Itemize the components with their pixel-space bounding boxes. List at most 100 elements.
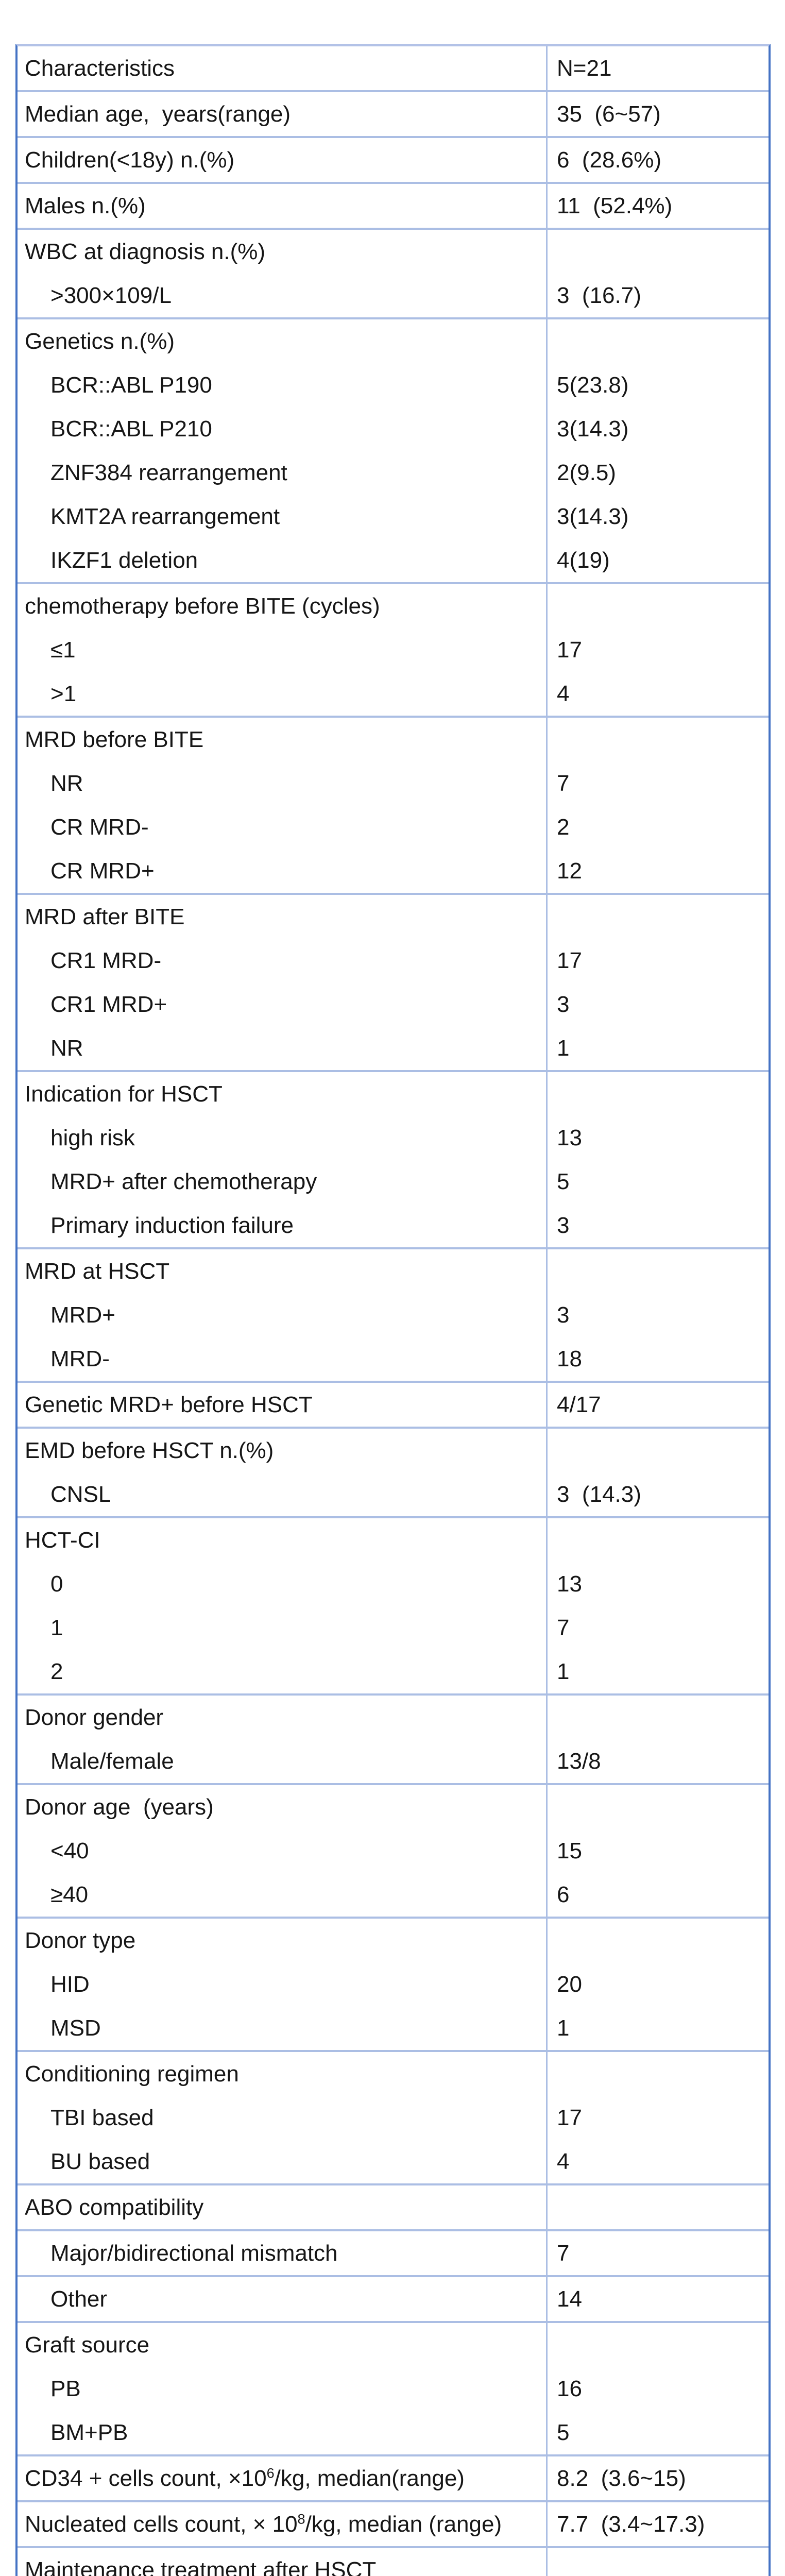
row-label: MSD bbox=[50, 2015, 101, 2041]
table-row: KMT2A rearrangement 3(14.3) bbox=[18, 495, 769, 538]
row-value: 3 bbox=[557, 992, 570, 1017]
row-label: Male/female bbox=[50, 1749, 174, 1774]
table-section: Conditioning regimen TBI based 17 BU based 4 bbox=[18, 2050, 769, 2183]
table-row: Genetics n.(%) bbox=[18, 319, 769, 363]
row-label: MRD after BITE bbox=[25, 904, 185, 929]
table-row: CD34 + cells count, ×106/kg, median(rang… bbox=[18, 2456, 769, 2500]
row-value: 7.7 (3.4~17.3) bbox=[557, 2512, 705, 2537]
table-section: Other 14 bbox=[18, 2275, 769, 2321]
table-row: MRD+ after chemotherapy 5 bbox=[18, 1160, 769, 1204]
row-value: 1 bbox=[557, 1036, 570, 1061]
row-label: Primary induction failure bbox=[50, 1213, 294, 1238]
row-label: ABO compatibility bbox=[25, 2195, 204, 2220]
patient-characteristics-table: Characteristics N=21 Median age, years(ran… bbox=[15, 44, 771, 2576]
table-section: CD34 + cells count, ×106/kg, median(rang… bbox=[18, 2454, 769, 2500]
row-label: NR bbox=[50, 1036, 83, 1061]
row-value: 1 bbox=[557, 1659, 570, 1684]
table-row: Primary induction failure 3 bbox=[18, 1204, 769, 1247]
row-value: 6 bbox=[557, 1882, 570, 1907]
table-row: Children(<18y) n.(%) 6 (28.6%) bbox=[18, 138, 769, 182]
table-section: Median age, years(range) 35 (6~57) bbox=[18, 90, 769, 136]
row-value: 5 bbox=[557, 2420, 570, 2445]
table-row: Donor gender bbox=[18, 1696, 769, 1739]
row-label: MRD+ bbox=[50, 1302, 115, 1328]
row-value: 8.2 (3.6~15) bbox=[557, 2466, 686, 2491]
row-label-superscript: 8 bbox=[297, 2511, 305, 2527]
row-value: 2 bbox=[557, 815, 570, 840]
table-section: Genetics n.(%)BCR::ABL P190 5(23.8) BCR::A… bbox=[18, 317, 769, 582]
row-value: 35 (6~57) bbox=[557, 101, 661, 127]
row-label: EMD before HSCT n.(%) bbox=[25, 1438, 274, 1463]
table-row: IKZF1 deletion 4(19) bbox=[18, 538, 769, 582]
row-value: 3 (14.3) bbox=[557, 1482, 641, 1507]
row-value: 3(14.3) bbox=[557, 416, 629, 442]
row-label: chemotherapy before BITE (cycles) bbox=[25, 594, 380, 619]
row-label: Maintenance treatment after HSCT bbox=[25, 2557, 377, 2576]
row-label: CNSL bbox=[50, 1482, 111, 1507]
row-label: CR1 MRD+ bbox=[50, 992, 167, 1017]
row-value: 15 bbox=[557, 1838, 582, 1863]
table-section: Males n.(%) 11 (52.4%) bbox=[18, 182, 769, 228]
row-label: KMT2A rearrangement bbox=[50, 504, 280, 529]
table-section: Donor gender Male/female 13/8 bbox=[18, 1693, 769, 1783]
row-value: 7 bbox=[557, 771, 570, 796]
row-label: MRD at HSCT bbox=[25, 1259, 170, 1284]
table-section: Donor age (years) <40 15 ≥40 6 bbox=[18, 1783, 769, 1917]
table-section: Indication for HSCT high risk 13 MRD+ after… bbox=[18, 1070, 769, 1247]
row-value: 13/8 bbox=[557, 1749, 601, 1774]
row-label: CD34 + cells count, ×106/kg, median(rang… bbox=[18, 2456, 548, 2500]
table-row: ≤1 17 bbox=[18, 628, 769, 672]
table-body: Characteristics N=21 Median age, years(ran… bbox=[18, 46, 769, 2576]
row-label: BCR::ABL P190 bbox=[50, 372, 212, 398]
table-section: MRD before BITE NR 7 CR MRD- 2 CR MRD+ 12 bbox=[18, 716, 769, 893]
table-row: EMD before HSCT n.(%) bbox=[18, 1429, 769, 1472]
table-section: Children(<18y) n.(%) 6 (28.6%) bbox=[18, 136, 769, 182]
row-label: IKZF1 deletion bbox=[50, 548, 198, 573]
table-row: CR MRD- 2 bbox=[18, 805, 769, 849]
table-row: MRD- 18 bbox=[18, 1337, 769, 1381]
row-label: Graft source bbox=[25, 2332, 150, 2358]
row-label: TBI based bbox=[50, 2105, 154, 2130]
table-section: Graft source PB 16 BM+PB 5 bbox=[18, 2321, 769, 2454]
row-label: Genetics n.(%) bbox=[25, 329, 175, 354]
table-row: Maintenance treatment after HSCT bbox=[18, 2548, 769, 2576]
row-value: 18 bbox=[557, 1346, 582, 1371]
row-label: Genetic MRD+ before HSCT bbox=[25, 1392, 313, 1417]
row-label: 2 bbox=[50, 1659, 63, 1684]
table-row: HID 20 bbox=[18, 1962, 769, 2006]
table-section: EMD before HSCT n.(%) CNSL 3 (14.3) bbox=[18, 1427, 769, 1516]
row-value: 3(14.3) bbox=[557, 504, 629, 529]
row-label: Males n.(%) bbox=[25, 193, 146, 218]
row-label: WBC at diagnosis n.(%) bbox=[25, 239, 266, 264]
row-label: Children(<18y) n.(%) bbox=[25, 147, 235, 173]
row-value: 13 bbox=[557, 1571, 582, 1597]
row-label: 0 bbox=[50, 1571, 63, 1597]
table-section: Characteristics N=21 bbox=[18, 46, 769, 90]
row-label: Donor gender bbox=[25, 1705, 164, 1730]
row-label: Major/bidirectional mismatch bbox=[50, 2241, 338, 2266]
row-label: Conditioning regimen bbox=[25, 2061, 239, 2087]
table-section: Major/bidirectional mismatch 7 bbox=[18, 2229, 769, 2275]
table-row: chemotherapy before BITE (cycles) bbox=[18, 584, 769, 628]
table-row: BM+PB 5 bbox=[18, 2411, 769, 2454]
table-row: Male/female 13/8 bbox=[18, 1739, 769, 1783]
row-label-text: /kg, median (range) bbox=[305, 2512, 502, 2537]
row-label: Other bbox=[50, 2286, 108, 2312]
row-label: ZNF384 rearrangement bbox=[50, 460, 287, 485]
table-row: CNSL 3 (14.3) bbox=[18, 1472, 769, 1516]
table-row: MSD 1 bbox=[18, 2006, 769, 2050]
table-row: BCR::ABL P190 5(23.8) bbox=[18, 363, 769, 407]
table-row: ZNF384 rearrangement 2(9.5) bbox=[18, 451, 769, 495]
table-row: Other 14 bbox=[18, 2277, 769, 2321]
table-row: Graft source bbox=[18, 2323, 769, 2367]
table-section: HCT-CI 0 13 1 7 2 1 bbox=[18, 1516, 769, 1693]
row-label: PB bbox=[50, 2376, 81, 2401]
row-label: high risk bbox=[50, 1125, 135, 1150]
table-row: ≥40 6 bbox=[18, 1873, 769, 1917]
row-label: Donor age (years) bbox=[25, 1794, 214, 1820]
table-row: Major/bidirectional mismatch 7 bbox=[18, 2231, 769, 2275]
row-label: Indication for HSCT bbox=[25, 1081, 223, 1107]
table-section: chemotherapy before BITE (cycles) ≤1 17 >1 4 bbox=[18, 582, 769, 716]
table-row: Males n.(%) 11 (52.4%) bbox=[18, 184, 769, 228]
